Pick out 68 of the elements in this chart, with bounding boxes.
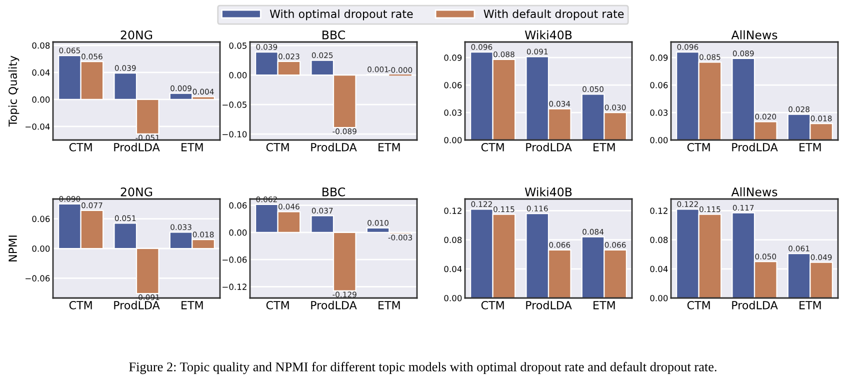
x-tick-label: CTM [69, 142, 92, 152]
chart-title: BBC [322, 30, 345, 40]
y-tick-label: 0.12 [444, 208, 462, 214]
legend-label: With default dropout rate [484, 9, 624, 20]
x-tick-label: ProdLDA [311, 142, 357, 152]
x-tick-label: ProdLDA [732, 142, 778, 152]
x-tick-label: ETM [594, 301, 615, 310]
y-tick-label: 0.04 [32, 69, 50, 76]
y-tick-label: −0.05 [222, 102, 246, 108]
y-tick-label: 0.00 [650, 136, 668, 144]
y-axis-title: Topic Quality [8, 56, 20, 127]
chart-title: Wiki40B [524, 187, 572, 196]
x-tick-label: ETM [182, 301, 203, 310]
x-tick-label: ETM [182, 143, 203, 152]
x-tick-label: ETM [800, 143, 821, 152]
chart-title: BBC [322, 187, 345, 196]
x-tick-label: CTM [687, 300, 710, 310]
x-tick-label: CTM [266, 300, 289, 310]
x-tick-label: ProdLDA [114, 142, 160, 152]
legend-label: With optimal dropout rate [270, 9, 413, 20]
chart-title: AllNews [731, 187, 778, 196]
y-tick-label: 0.03 [650, 110, 668, 116]
x-tick-label: CTM [687, 142, 710, 152]
y-tick-label: −0.06 [222, 256, 247, 263]
y-tick-label: 0.00 [444, 294, 462, 302]
y-tick-label: 0.08 [32, 42, 50, 49]
y-tick-label: 0.03 [444, 110, 462, 116]
x-tick-label: ProdLDA [526, 300, 572, 310]
chart-title: AllNews [731, 30, 778, 40]
y-tick-label: 0.08 [444, 236, 462, 244]
y-tick-label: 0.06 [229, 202, 247, 209]
caption: Figure 2: Topic quality and NPMI for different topic models with optimal dropout rate and default dropout rate. [129, 362, 716, 374]
x-tick-label: CTM [69, 300, 92, 310]
x-tick-label: ProdLDA [526, 142, 572, 152]
x-tick-label: ETM [800, 301, 821, 310]
y-tick-label: 0.00 [650, 294, 668, 302]
x-tick-label: ETM [378, 301, 400, 310]
chart-title: 20NG [120, 187, 152, 196]
y-tick-label: 0.06 [32, 216, 50, 222]
x-tick-label: ProdLDA [311, 300, 357, 310]
chart-title: 20NG [120, 30, 152, 40]
y-tick-label: −0.10 [222, 131, 247, 138]
y-tick-label: −0.06 [26, 275, 50, 282]
y-tick-label: 0.08 [650, 236, 668, 244]
y-tick-label: 0.04 [444, 266, 462, 272]
y-axis-title: NPMI [8, 236, 17, 262]
y-tick-label: 0.00 [32, 245, 50, 252]
x-tick-label: ETM [378, 143, 400, 152]
x-tick-label: ETM [594, 143, 615, 152]
y-tick-label: 0.09 [444, 54, 462, 61]
y-tick-label: −0.04 [26, 123, 50, 130]
y-tick-label: 0.00 [444, 136, 462, 144]
x-tick-label: ProdLDA [732, 300, 778, 310]
y-tick-label: 0.05 [229, 42, 246, 49]
y-tick-label: 0.06 [444, 82, 462, 88]
x-tick-label: ProdLDA [114, 300, 160, 310]
x-tick-label: CTM [481, 142, 504, 152]
x-tick-label: CTM [481, 300, 504, 310]
x-tick-label: CTM [266, 142, 289, 152]
y-tick-label: 0.00 [229, 72, 247, 78]
y-tick-label: 0.00 [229, 229, 247, 236]
y-tick-label: 0.00 [32, 96, 50, 103]
y-tick-label: 0.06 [650, 82, 668, 88]
y-tick-label: 0.04 [650, 266, 668, 272]
chart-title: Wiki40B [524, 30, 572, 40]
y-tick-label: 0.12 [650, 208, 668, 214]
y-tick-label: 0.09 [650, 54, 668, 61]
y-tick-label: −0.12 [222, 284, 246, 290]
